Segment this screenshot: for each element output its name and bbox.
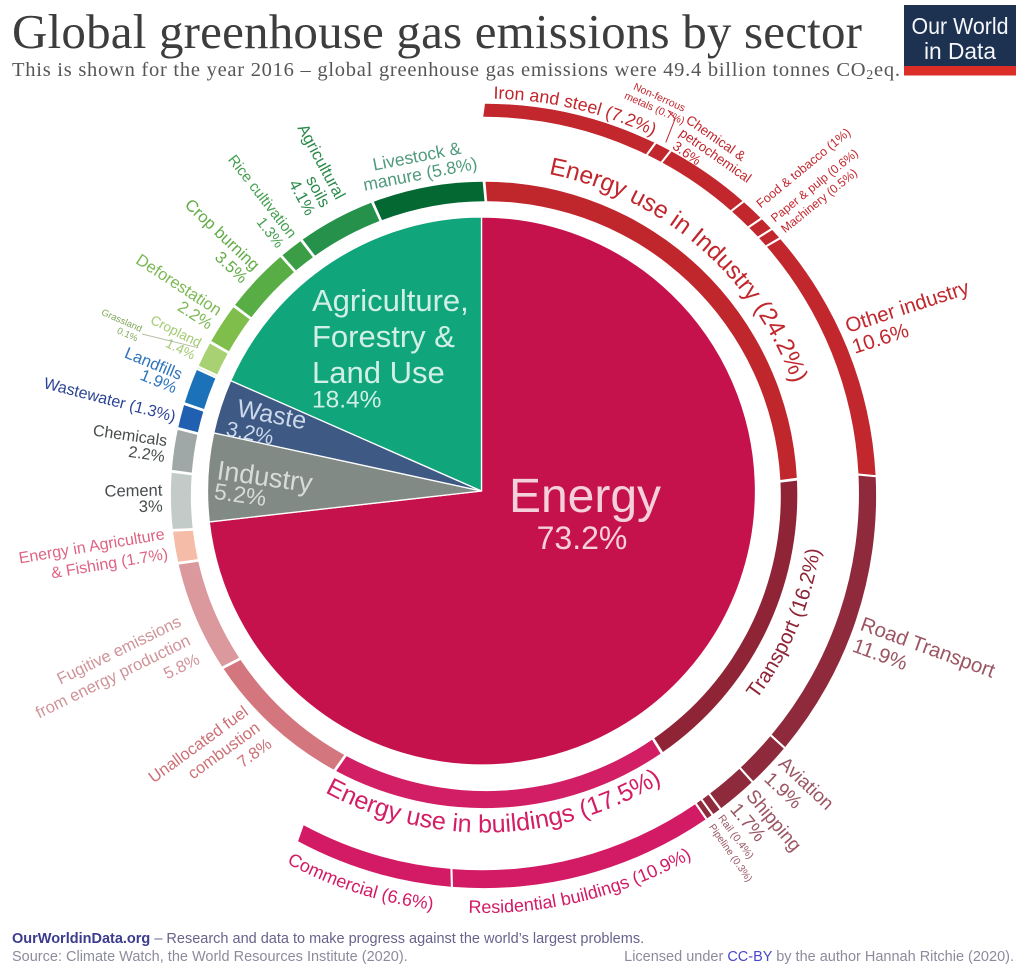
svg-text:OurWorldinData.org – Research: OurWorldinData.org – Research and data t…: [12, 931, 644, 947]
svg-text:Energy: Energy: [509, 470, 661, 523]
svg-text:Agriculture,Forestry &Land Use: Agriculture, Forestry & Land Use 18.4%: [312, 283, 469, 414]
svg-text:in Data: in Data: [924, 38, 996, 64]
svg-text:Waste3.2%: Waste3.2%: [224, 393, 309, 455]
svg-text:Source: Climate Watch, the Wor: Source: Climate Watch, the World Resourc…: [12, 949, 408, 965]
svg-text:73.2%: 73.2%: [537, 520, 628, 556]
svg-text:Licensed under CC-BY by the au: Licensed under CC-BY by the author Hanna…: [624, 949, 1014, 965]
svg-text:Cement3%: Cement3%: [104, 482, 163, 517]
svg-text:Our World: Our World: [912, 13, 1009, 39]
svg-text:This is shown for the year 201: This is shown for the year 2016 – global…: [12, 59, 900, 83]
svg-text:Industry5.2%: Industry5.2%: [213, 455, 315, 517]
svg-text:Global greenhouse gas emission: Global greenhouse gas emissions by secto…: [12, 4, 862, 59]
